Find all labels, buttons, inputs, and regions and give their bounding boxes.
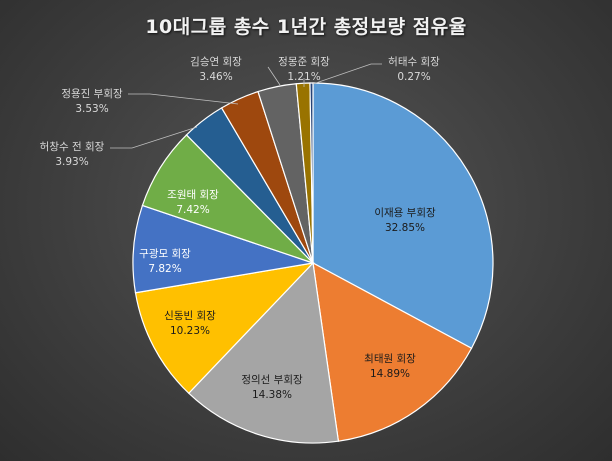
slice-percent-label: 3.93%	[55, 156, 88, 168]
slice-percent-label: 0.27%	[397, 71, 430, 83]
slice-percent-label: 10.23%	[170, 325, 210, 337]
slice-label: 김승연 회장	[190, 56, 242, 68]
slice-label: 최태원 회장	[364, 353, 416, 365]
pie-slice	[187, 261, 340, 444]
slice-percent-label: 7.42%	[176, 204, 209, 216]
slice-percent-label: 3.46%	[199, 71, 232, 83]
pie-slice	[312, 261, 473, 442]
slice-percent-label: 7.82%	[148, 263, 181, 275]
chart-title: 10대그룹 총수 1년간 총정보량 점유율	[145, 16, 467, 38]
pie-slice	[309, 82, 314, 264]
slice-percent-label: 14.89%	[370, 368, 410, 380]
slice-label: 이재용 부회장	[374, 207, 436, 219]
leader-line	[312, 63, 382, 85]
pie-slice	[134, 262, 315, 395]
slice-label: 조원태 회장	[167, 189, 219, 201]
slice-label: 정몽준 회장	[278, 56, 330, 68]
slice-label: 정의선 부회장	[241, 374, 303, 386]
slice-label: 허창수 전 회장	[40, 141, 105, 153]
slice-label: 정용진 부회장	[61, 88, 123, 100]
slice-label: 구광모 회장	[139, 248, 191, 260]
leader-line	[128, 93, 239, 105]
leader-line	[110, 126, 198, 149]
slice-percent-label: 32.85%	[385, 222, 425, 234]
pie-slice	[312, 82, 494, 350]
slice-label: 허태수 회장	[388, 56, 440, 68]
slice-percent-label: 3.53%	[75, 103, 108, 115]
slice-label: 신동빈 회장	[164, 310, 216, 322]
slice-percent-label: 14.38%	[252, 389, 292, 401]
leader-line	[267, 66, 281, 86]
slice-percent-label: 1.21%	[287, 71, 320, 83]
